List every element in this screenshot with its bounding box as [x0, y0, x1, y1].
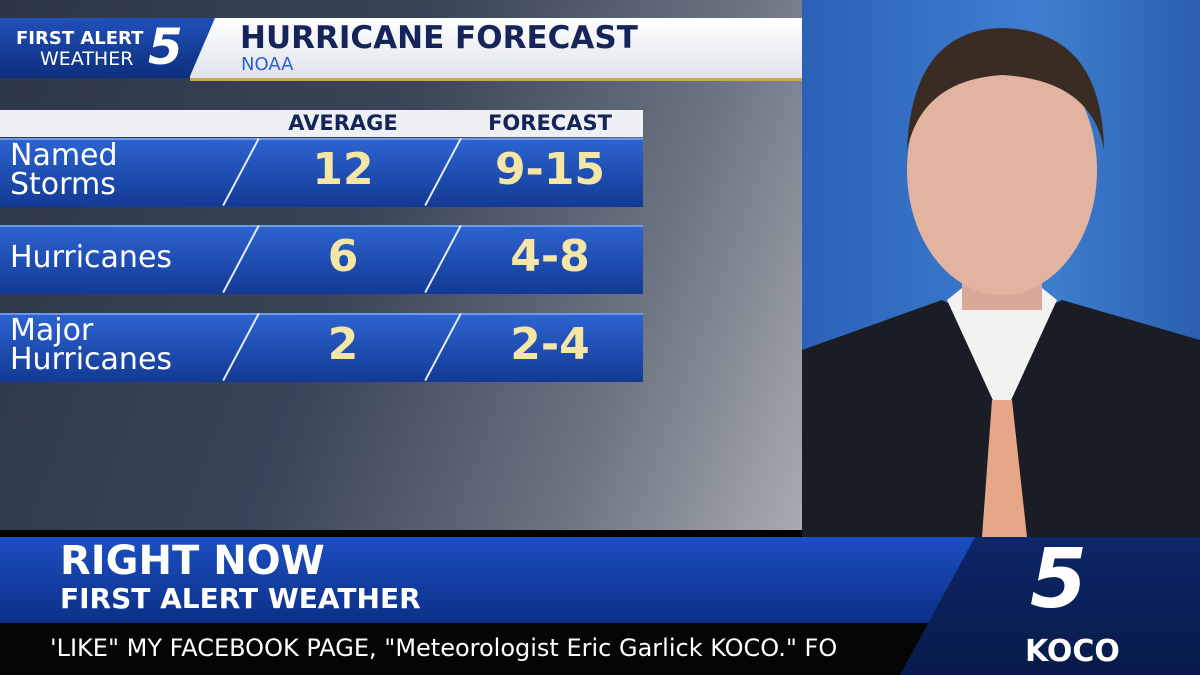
row-label: Major [10, 313, 94, 348]
row-bar [0, 225, 643, 294]
logo-text: FIRST ALERT [16, 28, 144, 49]
subheadline: FIRST ALERT WEATHER [60, 582, 421, 615]
forecast: 4-8 [510, 231, 590, 282]
row-label: Hurricanes [10, 239, 173, 275]
station-name: KOCO [1025, 634, 1120, 669]
table-header-bar [0, 110, 643, 137]
forecast: 9-15 [494, 144, 606, 195]
row-label: Storms [10, 167, 116, 202]
station-number: 5 [1030, 532, 1088, 627]
subtitle: NOAA [241, 54, 294, 75]
logo [0, 18, 215, 78]
average: 6 [327, 231, 359, 282]
column-header: FORECAST [488, 111, 612, 135]
presenter [802, 28, 1200, 537]
average: 12 [312, 144, 374, 195]
forecast: 2-4 [510, 319, 590, 370]
header-bar [190, 18, 802, 81]
ticker-bar [0, 623, 975, 675]
ticker-text: 'LIKE" MY FACEBOOK PAGE, "Meteorologist … [50, 634, 838, 662]
row-label: Named [10, 138, 118, 173]
title: HURRICANE FORECAST [240, 20, 638, 56]
row-label: Hurricanes [10, 342, 173, 377]
average: 2 [327, 319, 359, 370]
row-bar [0, 313, 643, 382]
logo-number: 5 [148, 18, 183, 76]
studio-view [802, 0, 1200, 537]
row-bar [0, 138, 643, 207]
logo-text: WEATHER [40, 48, 134, 70]
headline: RIGHT NOW [60, 538, 325, 584]
column-header: AVERAGE [288, 111, 398, 135]
lower-third [0, 537, 975, 623]
